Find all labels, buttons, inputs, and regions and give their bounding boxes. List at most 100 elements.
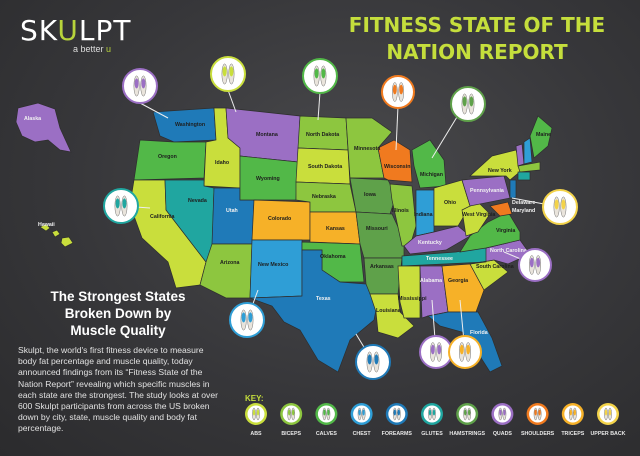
label-arizona: Arizona: [220, 260, 239, 266]
label-colorado: Colorado: [268, 216, 292, 222]
muscle-figure-icon: [381, 75, 415, 109]
state-oregon: [133, 139, 207, 181]
key-quads-icon: [491, 403, 514, 425]
label-georgia: Georgia: [448, 278, 468, 284]
label-new-mexico: New Mexico: [258, 262, 289, 268]
state-louisiana: [369, 293, 415, 339]
label-alaska: Alaska: [24, 116, 41, 122]
heading-line-2: Broken Down by: [64, 306, 172, 321]
skulpt-logo: SKULPT: [20, 14, 132, 47]
label-louisiana: Louisiana: [376, 308, 401, 314]
key-label: TRICEPS: [561, 431, 585, 437]
key-abs-icon: [245, 403, 267, 425]
label-virginia: Virginia: [496, 228, 515, 234]
key-label: CALVES: [315, 431, 337, 437]
title-line-1: FITNESS STATE OF THE: [348, 13, 606, 37]
label-california: California: [150, 214, 174, 220]
badge-layer: [103, 56, 578, 380]
key-triceps-icon: [561, 403, 584, 425]
state-maine: [529, 115, 553, 159]
state-north-carolina: [469, 239, 531, 265]
heading-line-3: Muscle Quality: [70, 323, 166, 338]
label-tennessee: Tennessee: [426, 256, 453, 262]
key-title: KEY:: [245, 394, 264, 403]
muscle-figure-icon: [450, 86, 486, 122]
state-alaska: [15, 102, 72, 153]
label-maryland: Maryland: [512, 208, 535, 214]
report-title: FITNESS STATE OF THE NATION REPORT: [332, 12, 622, 66]
state-new-mexico: [249, 239, 303, 299]
state-hawaii: [39, 223, 74, 248]
state-virginia: [459, 211, 521, 253]
key-icons: [245, 403, 619, 425]
muscle-figure-icon: [355, 344, 391, 380]
label-wisconsin: Wisconsin: [384, 164, 410, 170]
label-new-york: New York: [488, 168, 512, 174]
section-heading: The Strongest States Broken Down by Musc…: [18, 288, 218, 339]
state-mississippi: [397, 265, 421, 319]
description-paragraph: Skulpt, the world's first fitness device…: [18, 345, 218, 434]
state-maryland: [489, 201, 513, 217]
label-texas: Texas: [316, 296, 331, 302]
label-ohio: Ohio: [444, 200, 457, 206]
label-north-carolina: North Carolina: [490, 248, 527, 254]
key-label: ABS: [250, 431, 262, 437]
key-label: UPPER BACK: [590, 431, 626, 437]
label-nebraska: Nebraska: [312, 194, 336, 200]
label-wyoming: Wyoming: [256, 176, 280, 182]
key-chest-icon: [350, 403, 373, 425]
muscle-figure-icon: [122, 68, 158, 104]
label-south-dakota: South Dakota: [308, 164, 342, 170]
label-kansas: Kansas: [326, 226, 345, 232]
label-indiana: Indiana: [414, 212, 433, 218]
key-label: FOREARMS: [381, 431, 412, 437]
label-utah: Utah: [226, 208, 238, 214]
key-label: HAMSTRINGS: [449, 431, 485, 437]
key-label: CHEST: [352, 431, 371, 437]
key-label: SHOULDERS: [520, 431, 555, 437]
state-wisconsin: [377, 139, 413, 183]
muscle-figure-icon: [419, 335, 453, 369]
key-calves-icon: [315, 403, 338, 425]
label-oregon: Oregon: [158, 154, 177, 160]
muscle-figure-icon: [518, 248, 552, 282]
state-kentucky: [403, 225, 471, 255]
label-oklahoma: Oklahoma: [320, 254, 346, 260]
state-new-york: [469, 149, 523, 181]
key-label: QUADS: [492, 431, 512, 437]
label-hawaii: Hawaii: [38, 222, 55, 228]
state-washington: [152, 107, 217, 143]
muscle-figure-icon: [542, 189, 578, 225]
label-delaware: Delaware: [512, 200, 535, 206]
muscle-figure-icon: [210, 56, 246, 92]
label-west-virginia: West Virginia: [462, 212, 495, 218]
heading-line-1: The Strongest States: [50, 289, 186, 304]
key-biceps-icon: [280, 403, 303, 425]
state-new-hampshire: [523, 137, 533, 165]
state-michigan: [411, 139, 447, 189]
key-hamstrings-icon: [456, 403, 479, 425]
muscle-figure-icon: [302, 58, 338, 94]
key-glutes-icon: [421, 403, 443, 425]
key-label: GLUTES: [421, 431, 443, 437]
label-missouri: Missouri: [366, 226, 388, 232]
state-massachusetts: [517, 161, 541, 173]
state-georgia: [441, 263, 485, 313]
label-north-dakota: North Dakota: [306, 132, 339, 138]
label-iowa: Iowa: [364, 192, 376, 198]
state-connecticut: [517, 171, 531, 181]
label-washington: Washington: [175, 122, 205, 128]
label-montana: Montana: [256, 132, 278, 138]
label-nevada: Nevada: [188, 198, 207, 204]
label-arkansas: Arkansas: [370, 264, 394, 270]
logo-tagline: a better u: [73, 44, 112, 54]
label-idaho: Idaho: [215, 160, 230, 166]
state-texas: [249, 249, 379, 373]
label-minnesota: Minnesota: [354, 146, 380, 152]
title-line-2: NATION REPORT: [386, 40, 568, 64]
label-mississippi: Mississippi: [398, 296, 427, 302]
key-label: BICEPS: [281, 431, 302, 437]
label-florida: Florida: [470, 330, 488, 336]
